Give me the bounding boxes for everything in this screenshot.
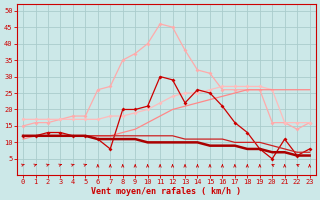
X-axis label: Vent moyen/en rafales ( km/h ): Vent moyen/en rafales ( km/h ) <box>91 187 241 196</box>
